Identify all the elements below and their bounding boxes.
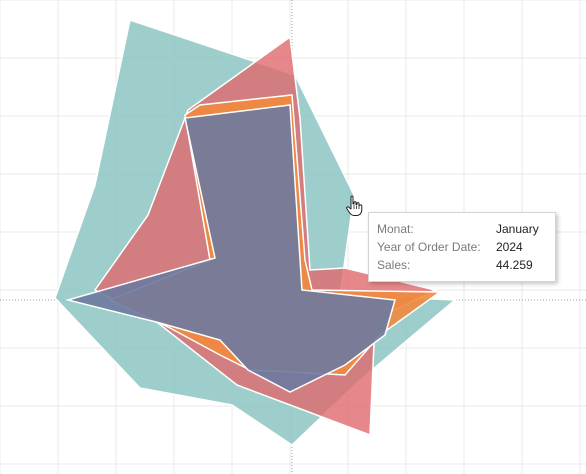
tooltip-value: January xyxy=(496,222,539,236)
tooltip-key: Year of Order Date: xyxy=(377,240,481,254)
tooltip-value: 2024 xyxy=(496,240,523,254)
tooltip-key: Monat: xyxy=(377,222,414,236)
tooltip-row-sales: Sales: 44.259 xyxy=(377,257,547,273)
data-tooltip: Monat: January Year of Order Date: 2024 … xyxy=(368,212,556,282)
tooltip-key: Sales: xyxy=(377,258,411,272)
hand-pointer-icon xyxy=(346,195,363,216)
tooltip-value: 44.259 xyxy=(496,258,533,272)
tooltip-row-year: Year of Order Date: 2024 xyxy=(377,239,547,255)
tooltip-row-month: Monat: January xyxy=(377,221,547,237)
series-layer[interactable] xyxy=(54,19,457,446)
series-area-4[interactable] xyxy=(65,104,396,393)
